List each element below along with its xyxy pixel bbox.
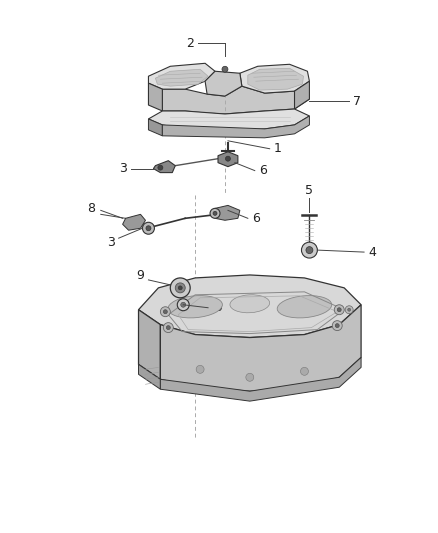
Circle shape bbox=[210, 208, 220, 219]
Circle shape bbox=[306, 247, 313, 254]
Polygon shape bbox=[248, 68, 304, 90]
Circle shape bbox=[170, 278, 190, 298]
Circle shape bbox=[181, 302, 186, 307]
Polygon shape bbox=[138, 365, 160, 389]
Ellipse shape bbox=[230, 295, 270, 313]
Polygon shape bbox=[162, 86, 309, 114]
Circle shape bbox=[348, 308, 351, 311]
Polygon shape bbox=[123, 214, 145, 230]
Polygon shape bbox=[148, 63, 215, 89]
Text: 2: 2 bbox=[186, 37, 194, 50]
Polygon shape bbox=[148, 119, 162, 136]
Circle shape bbox=[175, 283, 185, 293]
Polygon shape bbox=[138, 310, 160, 379]
Polygon shape bbox=[240, 64, 309, 93]
Circle shape bbox=[334, 305, 344, 314]
Polygon shape bbox=[218, 152, 238, 167]
Polygon shape bbox=[160, 358, 361, 401]
Circle shape bbox=[160, 307, 170, 317]
Text: 8: 8 bbox=[87, 202, 95, 215]
Text: 10: 10 bbox=[208, 301, 224, 314]
Polygon shape bbox=[205, 71, 242, 96]
Circle shape bbox=[142, 222, 155, 234]
Polygon shape bbox=[160, 305, 361, 391]
Polygon shape bbox=[294, 81, 309, 109]
Text: 7: 7 bbox=[353, 94, 361, 108]
Circle shape bbox=[332, 321, 342, 330]
Polygon shape bbox=[162, 116, 309, 138]
Text: 6: 6 bbox=[252, 212, 260, 225]
Circle shape bbox=[301, 242, 318, 258]
Polygon shape bbox=[155, 69, 208, 86]
Circle shape bbox=[177, 299, 189, 311]
Ellipse shape bbox=[277, 296, 332, 318]
Text: 1: 1 bbox=[274, 142, 282, 155]
Circle shape bbox=[163, 310, 167, 314]
Ellipse shape bbox=[168, 296, 223, 318]
Circle shape bbox=[222, 66, 228, 72]
Circle shape bbox=[335, 324, 339, 328]
Circle shape bbox=[158, 165, 163, 170]
Circle shape bbox=[146, 226, 151, 231]
Circle shape bbox=[196, 365, 204, 373]
Circle shape bbox=[213, 212, 217, 215]
Text: 9: 9 bbox=[137, 270, 145, 282]
Text: 6: 6 bbox=[259, 164, 267, 177]
Text: 3: 3 bbox=[107, 236, 115, 249]
Circle shape bbox=[300, 367, 308, 375]
Circle shape bbox=[163, 322, 173, 333]
Circle shape bbox=[178, 286, 182, 290]
Circle shape bbox=[345, 306, 353, 314]
Circle shape bbox=[166, 326, 170, 329]
Polygon shape bbox=[215, 205, 240, 220]
Polygon shape bbox=[153, 160, 175, 173]
Polygon shape bbox=[148, 109, 309, 132]
Polygon shape bbox=[138, 275, 361, 337]
Circle shape bbox=[337, 308, 341, 312]
Circle shape bbox=[226, 156, 230, 161]
Text: 4: 4 bbox=[368, 246, 376, 259]
Circle shape bbox=[246, 373, 254, 381]
Text: 3: 3 bbox=[119, 162, 127, 175]
Polygon shape bbox=[148, 83, 162, 111]
Text: 5: 5 bbox=[305, 184, 314, 197]
